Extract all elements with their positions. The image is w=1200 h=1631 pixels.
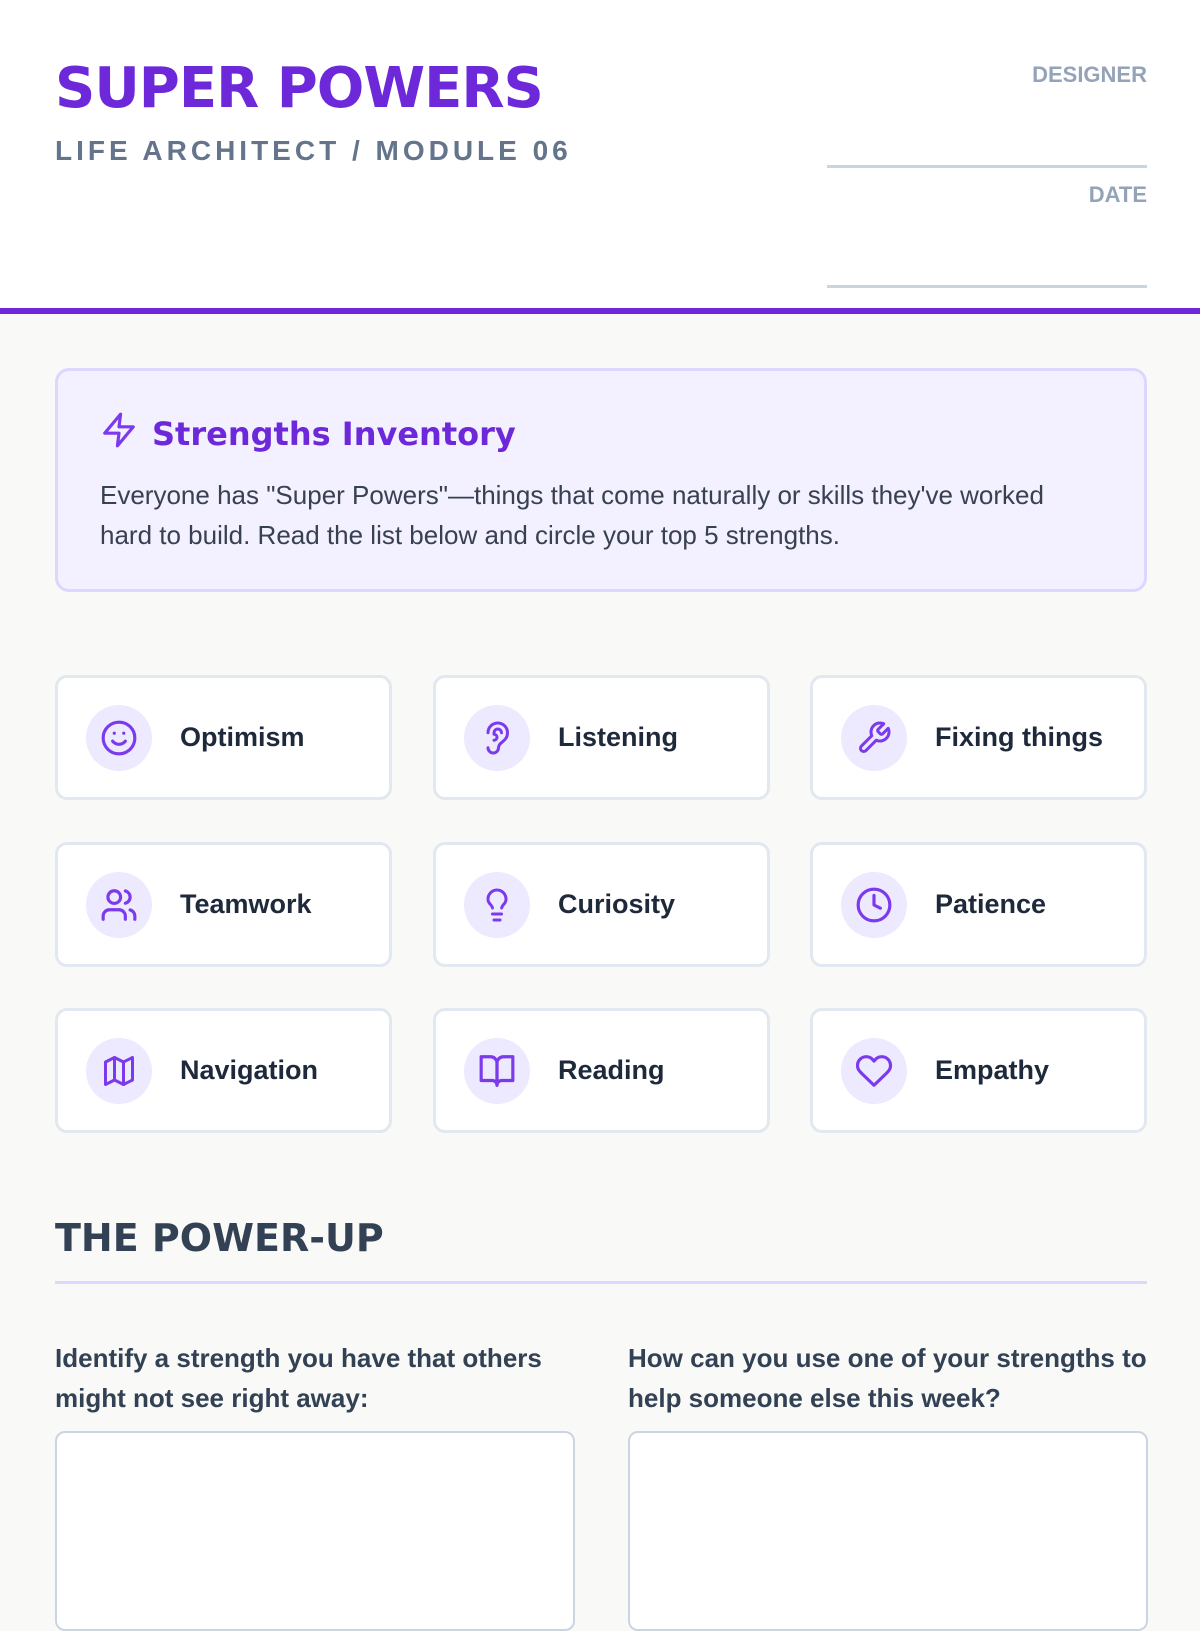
strength-label: Empathy — [935, 1055, 1050, 1085]
wrench-icon — [841, 704, 907, 771]
strength-card-empathy[interactable]: Empathy — [810, 1008, 1147, 1133]
strength-card-optimism[interactable]: Optimism — [55, 675, 392, 800]
strength-label: Optimism — [180, 722, 305, 752]
answer-box-1[interactable] — [55, 1431, 575, 1631]
lightbulb-icon — [464, 871, 530, 938]
clock-icon — [841, 871, 907, 938]
section-heading-power-up: THE POWER-UP — [55, 1216, 1147, 1284]
map-icon — [86, 1037, 152, 1104]
heart-icon — [841, 1037, 907, 1104]
strength-card-reading[interactable]: Reading — [433, 1008, 770, 1133]
question-2: How can you use one of your strengths to… — [628, 1343, 1147, 1413]
strength-card-teamwork[interactable]: Teamwork — [55, 842, 392, 967]
book-icon — [464, 1037, 530, 1104]
ear-icon — [464, 704, 530, 771]
question-1: Identify a strength you have that others… — [55, 1343, 542, 1413]
intro-text: Everyone has "Super Powers"—things that … — [100, 480, 1044, 550]
strength-label: Fixing things — [935, 722, 1103, 752]
lightning-icon — [100, 411, 138, 457]
strength-label: Navigation — [180, 1055, 319, 1085]
strength-card-curiosity[interactable]: Curiosity — [433, 842, 770, 967]
answer-box-2[interactable] — [628, 1431, 1148, 1631]
strength-label: Reading — [558, 1055, 665, 1085]
intro-heading: Strengths Inventory — [152, 415, 516, 453]
strength-card-navigation[interactable]: Navigation — [55, 1008, 392, 1133]
date-field[interactable]: DATE — [827, 180, 1147, 288]
strength-card-listening[interactable]: Listening — [433, 675, 770, 800]
page-title: SUPER POWERS — [55, 56, 544, 121]
strength-label: Listening — [558, 722, 678, 752]
strength-label: Patience — [935, 889, 1047, 919]
intro-box: Strengths Inventory Everyone has "Super … — [55, 368, 1147, 592]
strength-label: Teamwork — [180, 889, 312, 919]
strength-label: Curiosity — [558, 889, 676, 919]
header: SUPER POWERS LIFE ARCHITECT / MODULE 06 … — [0, 0, 1200, 314]
designer-field[interactable]: DESIGNER — [827, 60, 1147, 168]
strength-card-patience[interactable]: Patience — [810, 842, 1147, 967]
page-subtitle: LIFE ARCHITECT / MODULE 06 — [55, 135, 572, 166]
users-icon — [86, 871, 152, 938]
strength-card-fixing-things[interactable]: Fixing things — [810, 675, 1147, 800]
smile-icon — [86, 704, 152, 771]
